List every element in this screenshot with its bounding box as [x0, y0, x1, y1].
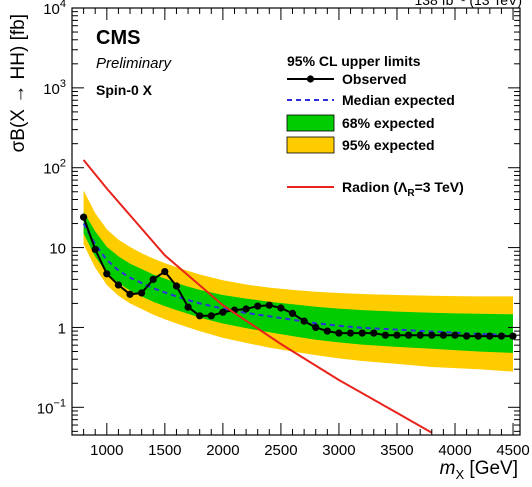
- x-tick-label: 3500: [380, 442, 413, 459]
- observed-point: [173, 282, 180, 289]
- model-label: Spin-0 X: [96, 82, 153, 98]
- observed-point: [486, 333, 493, 340]
- x-tick-label: 1000: [90, 442, 123, 459]
- expected-bands: [84, 190, 513, 371]
- observed-point: [498, 333, 505, 340]
- y-tick-label: 10−1: [37, 397, 66, 417]
- x-tick-label: 2500: [264, 442, 297, 459]
- legend-observed-symbol: [287, 75, 334, 82]
- legend-68-symbol: [287, 115, 334, 131]
- x-tick-label: 4500: [496, 442, 529, 459]
- observed-point: [243, 305, 250, 312]
- observed-point: [463, 333, 470, 340]
- observed-point: [196, 312, 203, 319]
- status-label: Preliminary: [96, 55, 173, 72]
- y-tick-label: 10: [49, 241, 66, 258]
- observed-point: [428, 332, 435, 339]
- observed-point: [405, 332, 412, 339]
- legend-95: 95% expected: [342, 137, 435, 153]
- observed-point: [289, 310, 296, 317]
- experiment-label: CMS: [96, 27, 140, 49]
- observed-point: [475, 333, 482, 340]
- legend-observed-marker: [307, 75, 314, 82]
- observed-point: [80, 214, 87, 221]
- observed-point: [301, 318, 308, 325]
- observed-point: [451, 332, 458, 339]
- y-tick-label: 103: [43, 78, 66, 98]
- observed-point: [417, 332, 424, 339]
- legend-68: 68% expected: [342, 115, 435, 131]
- observed-point: [266, 302, 273, 309]
- observed-point: [103, 270, 110, 277]
- legend-observed: Observed: [342, 71, 407, 87]
- y-tick-label: 1: [58, 320, 66, 337]
- observed-point: [254, 303, 261, 310]
- y-tick-label: 102: [43, 158, 66, 178]
- observed-point: [219, 309, 226, 316]
- legend-title: 95% CL upper limits: [287, 53, 421, 69]
- observed-point: [150, 276, 157, 283]
- observed-point: [277, 304, 284, 311]
- observed-point: [509, 333, 516, 340]
- observed-point: [440, 332, 447, 339]
- observed-point: [138, 289, 145, 296]
- observed-point: [393, 332, 400, 339]
- observed-point: [208, 312, 215, 319]
- x-tick-label: 2000: [206, 442, 239, 459]
- x-axis-title: mX [GeV]: [440, 458, 518, 482]
- observed-point: [115, 281, 122, 288]
- observed-point: [161, 268, 168, 275]
- legend-radion: Radion (ΛR=3 TeV): [342, 179, 464, 199]
- observed-point: [347, 330, 354, 337]
- y-axis-title: σB(X → HH) [fb]: [8, 14, 29, 152]
- observed-point: [126, 291, 133, 298]
- plot-frame: [72, 8, 520, 435]
- observed-point: [185, 304, 192, 311]
- x-tick-label: 4000: [438, 442, 471, 459]
- observed-point: [92, 246, 99, 253]
- observed-point: [359, 330, 366, 337]
- observed-point: [382, 332, 389, 339]
- observed-point: [324, 328, 331, 335]
- observed-point: [312, 324, 319, 331]
- observed-point: [370, 330, 377, 337]
- legend-median: Median expected: [342, 92, 455, 108]
- observed-point: [335, 330, 342, 337]
- y-tick-label: 104: [43, 0, 66, 18]
- legend-95-symbol: [287, 137, 334, 153]
- legend: 95% CL upper limits Observed Median expe…: [287, 53, 464, 199]
- luminosity-label: 138 fb⁻¹ (13 TeV): [414, 0, 522, 8]
- x-tick-label: 3000: [322, 442, 355, 459]
- x-tick-label: 1500: [148, 442, 181, 459]
